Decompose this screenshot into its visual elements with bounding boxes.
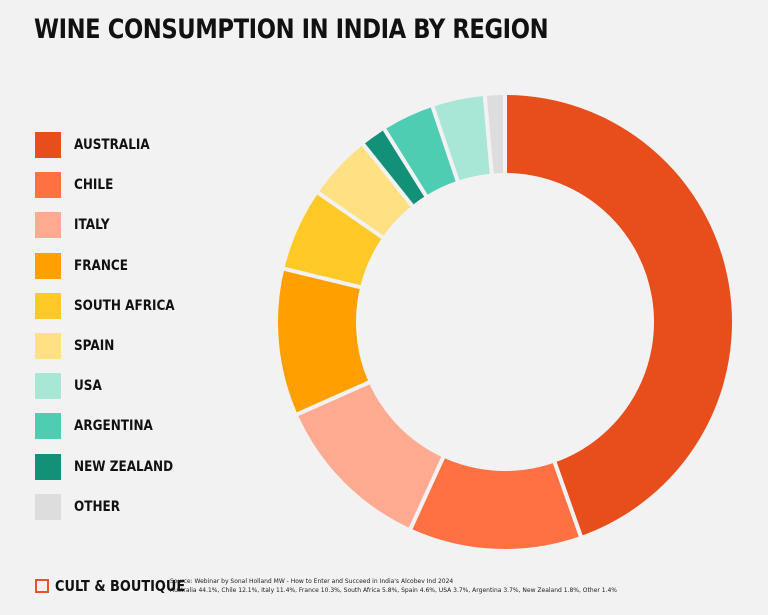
brand-name: CULT & BOUTIQUE	[55, 577, 186, 595]
legend-label-new-zealand: NEW ZEALAND	[74, 458, 174, 475]
legend-label-france: FRANCE	[74, 257, 128, 274]
legend-label-australia: AUSTRALIA	[74, 137, 150, 154]
legend-label-other: OTHER	[74, 498, 121, 515]
legend-swatch-australia	[35, 132, 61, 159]
source-line-2: Australia 44.1%, Chile 12.1%, Italy 11.4…	[170, 587, 617, 594]
legend-item-new-zealand: NEW ZEALAND	[35, 447, 191, 487]
legend-swatch-italy	[35, 212, 61, 239]
legend-swatch-south-africa	[35, 292, 61, 319]
source-note: Source: Webinar by Sonal Holland MW - Ho…	[170, 577, 617, 595]
legend-label-italy: ITALY	[74, 217, 110, 234]
legend-swatch-spain	[35, 333, 61, 360]
slice-other	[482, 91, 507, 178]
legend-swatch-other	[35, 493, 61, 520]
brand-logo-mark	[35, 579, 49, 593]
legend-item-argentina: ARGENTINA	[35, 406, 191, 446]
legend-label-chile: CHILE	[74, 177, 114, 194]
legend-item-france: FRANCE	[35, 246, 191, 286]
legend-label-argentina: ARGENTINA	[74, 418, 153, 435]
legend-item-chile: CHILE	[35, 165, 191, 205]
legend-swatch-usa	[35, 373, 61, 400]
legend-item-other: OTHER	[35, 487, 191, 527]
legend-swatch-argentina	[35, 413, 61, 440]
legend-label-spain: SPAIN	[74, 338, 115, 355]
slice-australia	[503, 91, 736, 540]
source-line-1: Source: Webinar by Sonal Holland MW - Ho…	[170, 578, 454, 585]
legend-item-usa: USA	[35, 366, 191, 406]
legend: AUSTRALIA CHILE ITALY FRANCE SOUTH AFRIC…	[35, 125, 191, 527]
legend-swatch-new-zealand	[35, 453, 61, 480]
legend-label-south-africa: SOUTH AFRICA	[74, 297, 175, 314]
chart-title: WINE CONSUMPTION IN INDIA BY REGION	[34, 14, 549, 45]
legend-swatch-france	[35, 252, 61, 279]
legend-item-spain: SPAIN	[35, 326, 191, 366]
legend-item-italy: ITALY	[35, 205, 191, 245]
legend-item-south-africa: SOUTH AFRICA	[35, 286, 191, 326]
legend-swatch-chile	[35, 172, 61, 199]
brand-logo: CULT & BOUTIQUE	[35, 577, 206, 595]
legend-item-australia: AUSTRALIA	[35, 125, 191, 165]
legend-label-usa: USA	[74, 378, 102, 395]
